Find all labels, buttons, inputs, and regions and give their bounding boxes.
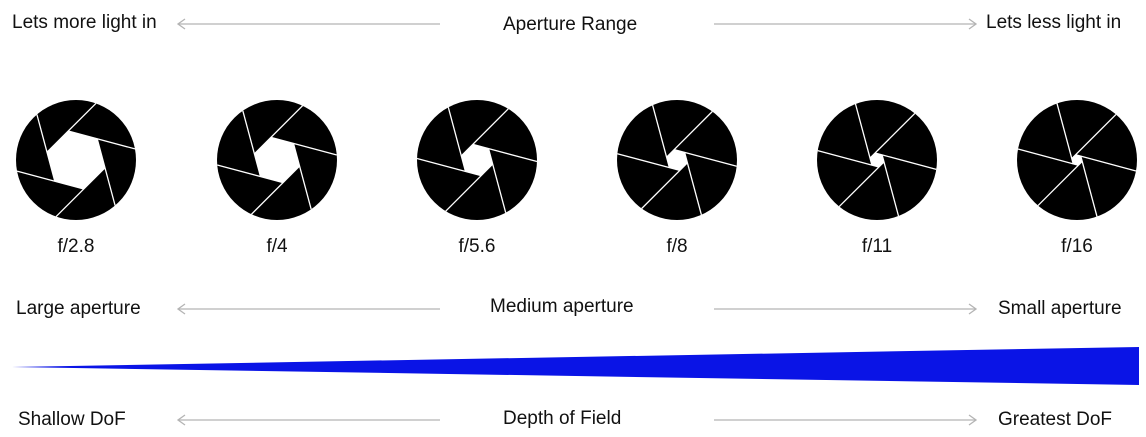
left-arrow-icon <box>176 18 440 30</box>
blade-edge <box>1017 148 1079 166</box>
blade-edge <box>472 143 538 163</box>
iris-opening <box>1071 154 1083 166</box>
blade-edge <box>817 149 880 168</box>
aperture-diagrams: f/2.8 f/4 f/5.6 f/8 f/11 f/16 <box>0 90 1146 265</box>
blade-edge <box>854 103 873 166</box>
dof-row: Shallow DoF Depth of Field Greatest DoF <box>0 405 1146 437</box>
medium-aperture-label: Medium aperture <box>490 296 634 317</box>
blade-edge <box>487 148 507 213</box>
blade-edge <box>1075 154 1137 172</box>
blade-edge <box>55 167 106 218</box>
aperture-size-row: Large aperture Medium aperture Small ape… <box>0 293 1146 325</box>
small-aperture-label: Small aperture <box>998 298 1122 319</box>
blade-edge <box>1056 103 1074 164</box>
blade-edge <box>96 138 116 206</box>
blade-edge <box>460 108 509 157</box>
aperture-range-title: Aperture Range <box>503 14 638 35</box>
blade-edge <box>617 153 680 172</box>
iris-opening <box>870 153 884 167</box>
blade-edge <box>250 165 301 215</box>
right-arrow-icon <box>714 414 978 426</box>
blade-edge <box>1071 113 1117 160</box>
wedge-svg <box>12 347 1139 385</box>
left-arrow-icon <box>176 414 440 426</box>
blade-edge <box>1080 156 1098 217</box>
aperture-f5-6: f/5.6 <box>416 100 538 257</box>
blade-edge <box>445 163 494 212</box>
blade-edge <box>292 143 312 210</box>
f-stop-label: f/5.6 <box>459 236 496 257</box>
f-stop-label: f/4 <box>266 236 288 257</box>
blade-edge <box>447 107 467 172</box>
blade-edge <box>217 164 284 184</box>
blade-edge <box>674 148 737 167</box>
wedge-shape <box>12 347 1139 385</box>
f-stop-label: f/2.8 <box>58 236 95 257</box>
light-row: Lets more light in Aperture Range Lets l… <box>0 8 1146 40</box>
blade-edge <box>16 170 84 190</box>
iris-opening <box>666 149 688 171</box>
aperture-f16: f/16 <box>1017 100 1137 257</box>
right-arrow-icon <box>714 18 978 30</box>
aperture-f2-8: f/2.8 <box>16 100 136 257</box>
blade-edge <box>869 112 916 159</box>
iris-svg: f/2.8 f/4 f/5.6 f/8 f/11 f/16 <box>16 100 1137 257</box>
greatest-dof-label: Greatest DoF <box>998 409 1113 430</box>
f-stop-label: f/16 <box>1061 236 1093 257</box>
f-stop-label: f/11 <box>862 236 892 257</box>
depth-of-field-title: Depth of Field <box>503 408 622 429</box>
depth-of-field-wedge <box>0 340 1146 390</box>
blade-edge <box>68 130 136 150</box>
blade-edge <box>270 136 337 156</box>
more-light-label: Lets more light in <box>12 12 157 33</box>
blade-edge <box>416 157 482 177</box>
blade-edge <box>881 154 900 217</box>
blade-edge <box>683 152 703 215</box>
blade-edge <box>253 105 304 155</box>
blade-edge <box>242 110 262 177</box>
blade-edge <box>838 161 885 208</box>
blade-edge <box>874 152 937 171</box>
aperture-f4: f/4 <box>217 100 337 257</box>
left-arrow-icon <box>176 303 440 315</box>
large-aperture-label: Large aperture <box>16 298 141 319</box>
shallow-dof-label: Shallow DoF <box>18 409 126 430</box>
aperture-f11: f/11 <box>817 100 937 257</box>
blade-edge <box>1037 160 1083 207</box>
iris-opening <box>47 131 105 189</box>
less-light-label: Lets less light in <box>986 12 1122 33</box>
iris-opening <box>461 144 493 176</box>
blade-edge <box>46 102 97 153</box>
right-arrow-icon <box>714 303 978 315</box>
aperture-f8: f/8 <box>617 100 737 257</box>
iris-opening <box>254 137 300 183</box>
f-stop-label: f/8 <box>666 236 687 257</box>
blade-edge <box>36 114 56 182</box>
